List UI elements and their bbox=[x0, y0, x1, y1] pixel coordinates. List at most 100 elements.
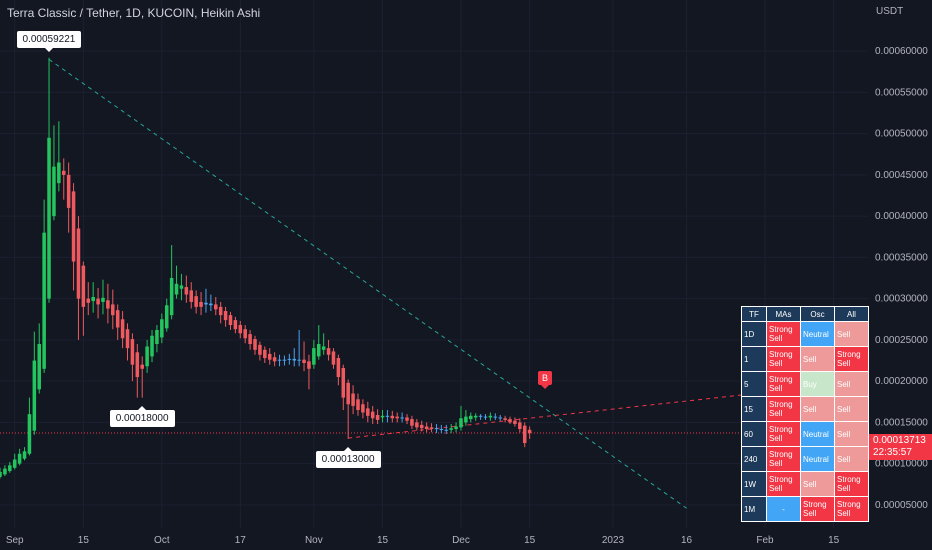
candle-body bbox=[459, 418, 463, 428]
candle bbox=[174, 265, 179, 299]
candle-body bbox=[424, 426, 429, 429]
candle bbox=[37, 323, 41, 394]
table-row: 1D Strong Sell Neutral Sell bbox=[741, 321, 869, 347]
candle-body bbox=[52, 166, 56, 217]
table-cell-tf: 1 bbox=[741, 346, 767, 372]
candle bbox=[366, 401, 370, 423]
candle-body bbox=[267, 353, 272, 360]
candle bbox=[375, 409, 380, 425]
candle-body bbox=[405, 417, 409, 421]
candle bbox=[459, 405, 463, 431]
candle bbox=[400, 412, 404, 423]
candle-body bbox=[263, 349, 267, 359]
table-row: 240 Strong Sell Neutral Sell bbox=[741, 446, 869, 472]
candle bbox=[272, 352, 277, 367]
candle bbox=[218, 301, 223, 324]
candle bbox=[8, 462, 12, 473]
candle-body bbox=[469, 415, 473, 420]
candle-body bbox=[419, 424, 424, 429]
candle bbox=[135, 344, 140, 398]
candle bbox=[292, 348, 297, 367]
y-tick-label: 0.00010000 bbox=[875, 459, 928, 470]
table-cell-osc: Sell bbox=[800, 346, 835, 372]
candle bbox=[493, 413, 498, 420]
candle-body bbox=[429, 427, 434, 429]
candle-body bbox=[194, 296, 198, 307]
x-tick-label: Feb bbox=[756, 535, 774, 546]
candle bbox=[52, 125, 56, 221]
candle bbox=[238, 320, 243, 339]
candle-body bbox=[410, 419, 414, 426]
candle-body bbox=[42, 232, 46, 369]
y-tick-label: 0.00050000 bbox=[875, 129, 928, 140]
candle-body bbox=[91, 297, 95, 302]
candle bbox=[150, 330, 154, 363]
candle-body bbox=[8, 465, 12, 472]
table-header-tf: TF bbox=[741, 306, 767, 322]
candle-body bbox=[375, 414, 380, 420]
current-price-value: 0.00013713 bbox=[873, 435, 926, 446]
candle bbox=[228, 311, 233, 330]
candle-body bbox=[346, 382, 350, 405]
candle bbox=[189, 282, 194, 309]
candle-body bbox=[86, 298, 91, 303]
candle-body bbox=[454, 426, 458, 429]
candle-body bbox=[115, 310, 120, 328]
candle-body bbox=[0, 471, 2, 477]
table-row: 5 Strong Sell Buy Sell bbox=[741, 371, 869, 397]
candle bbox=[488, 412, 493, 421]
candle-body bbox=[238, 325, 243, 334]
y-tick-label: 0.00005000 bbox=[875, 500, 928, 511]
candle bbox=[331, 348, 336, 369]
candle-body bbox=[341, 367, 346, 398]
candle-body bbox=[395, 416, 399, 419]
candle-body bbox=[71, 191, 76, 262]
candle-body bbox=[101, 297, 105, 302]
candle-body bbox=[3, 468, 7, 475]
swing-low-callout: 0.00018000 bbox=[109, 405, 175, 427]
candle-body bbox=[223, 311, 228, 321]
candle-body bbox=[66, 174, 71, 208]
x-tick-label: 15 bbox=[828, 535, 840, 546]
descending-trendline bbox=[48, 58, 687, 509]
candle bbox=[32, 331, 37, 435]
candle-body bbox=[164, 305, 169, 329]
candle-body bbox=[370, 411, 375, 419]
grid bbox=[0, 0, 868, 528]
table-cell-tf: 1M bbox=[741, 496, 767, 522]
table-row: 1M - Strong Sell Strong Sell bbox=[741, 496, 869, 522]
candle-body bbox=[277, 359, 282, 361]
x-tick-label: Sep bbox=[6, 535, 24, 546]
candle-body bbox=[174, 283, 179, 295]
candle bbox=[194, 290, 198, 314]
candle-body bbox=[120, 319, 125, 339]
candle-body bbox=[297, 359, 301, 361]
y-tick-label: 0.00025000 bbox=[875, 335, 928, 346]
sell-signal-marker[interactable]: B bbox=[538, 371, 552, 389]
candle-body bbox=[366, 408, 370, 416]
table-cell-tf: 15 bbox=[741, 396, 767, 422]
candle-body bbox=[233, 320, 238, 330]
candle bbox=[282, 355, 287, 366]
technical-analysis-table: TF MAs Osc All 1D Strong Sell Neutral Sell 1… bbox=[741, 306, 869, 522]
candle-body bbox=[47, 137, 51, 299]
candle bbox=[321, 333, 326, 355]
table-header-osc: Osc bbox=[800, 306, 835, 322]
candle bbox=[204, 288, 208, 313]
candle-body bbox=[204, 302, 208, 305]
table-cell-all: Sell bbox=[834, 321, 869, 347]
candle bbox=[356, 393, 360, 416]
candle-body bbox=[522, 425, 527, 444]
candle bbox=[469, 412, 473, 423]
candle bbox=[277, 354, 282, 367]
x-tick-label: 15 bbox=[78, 535, 90, 546]
candle bbox=[155, 325, 159, 353]
candle-body bbox=[258, 344, 262, 355]
candle bbox=[184, 275, 189, 303]
table-header-all: All bbox=[834, 306, 869, 322]
candle-body bbox=[508, 419, 512, 423]
candle bbox=[209, 294, 213, 312]
candle-body bbox=[390, 415, 395, 419]
candle bbox=[415, 419, 419, 431]
candle-body bbox=[179, 285, 184, 289]
